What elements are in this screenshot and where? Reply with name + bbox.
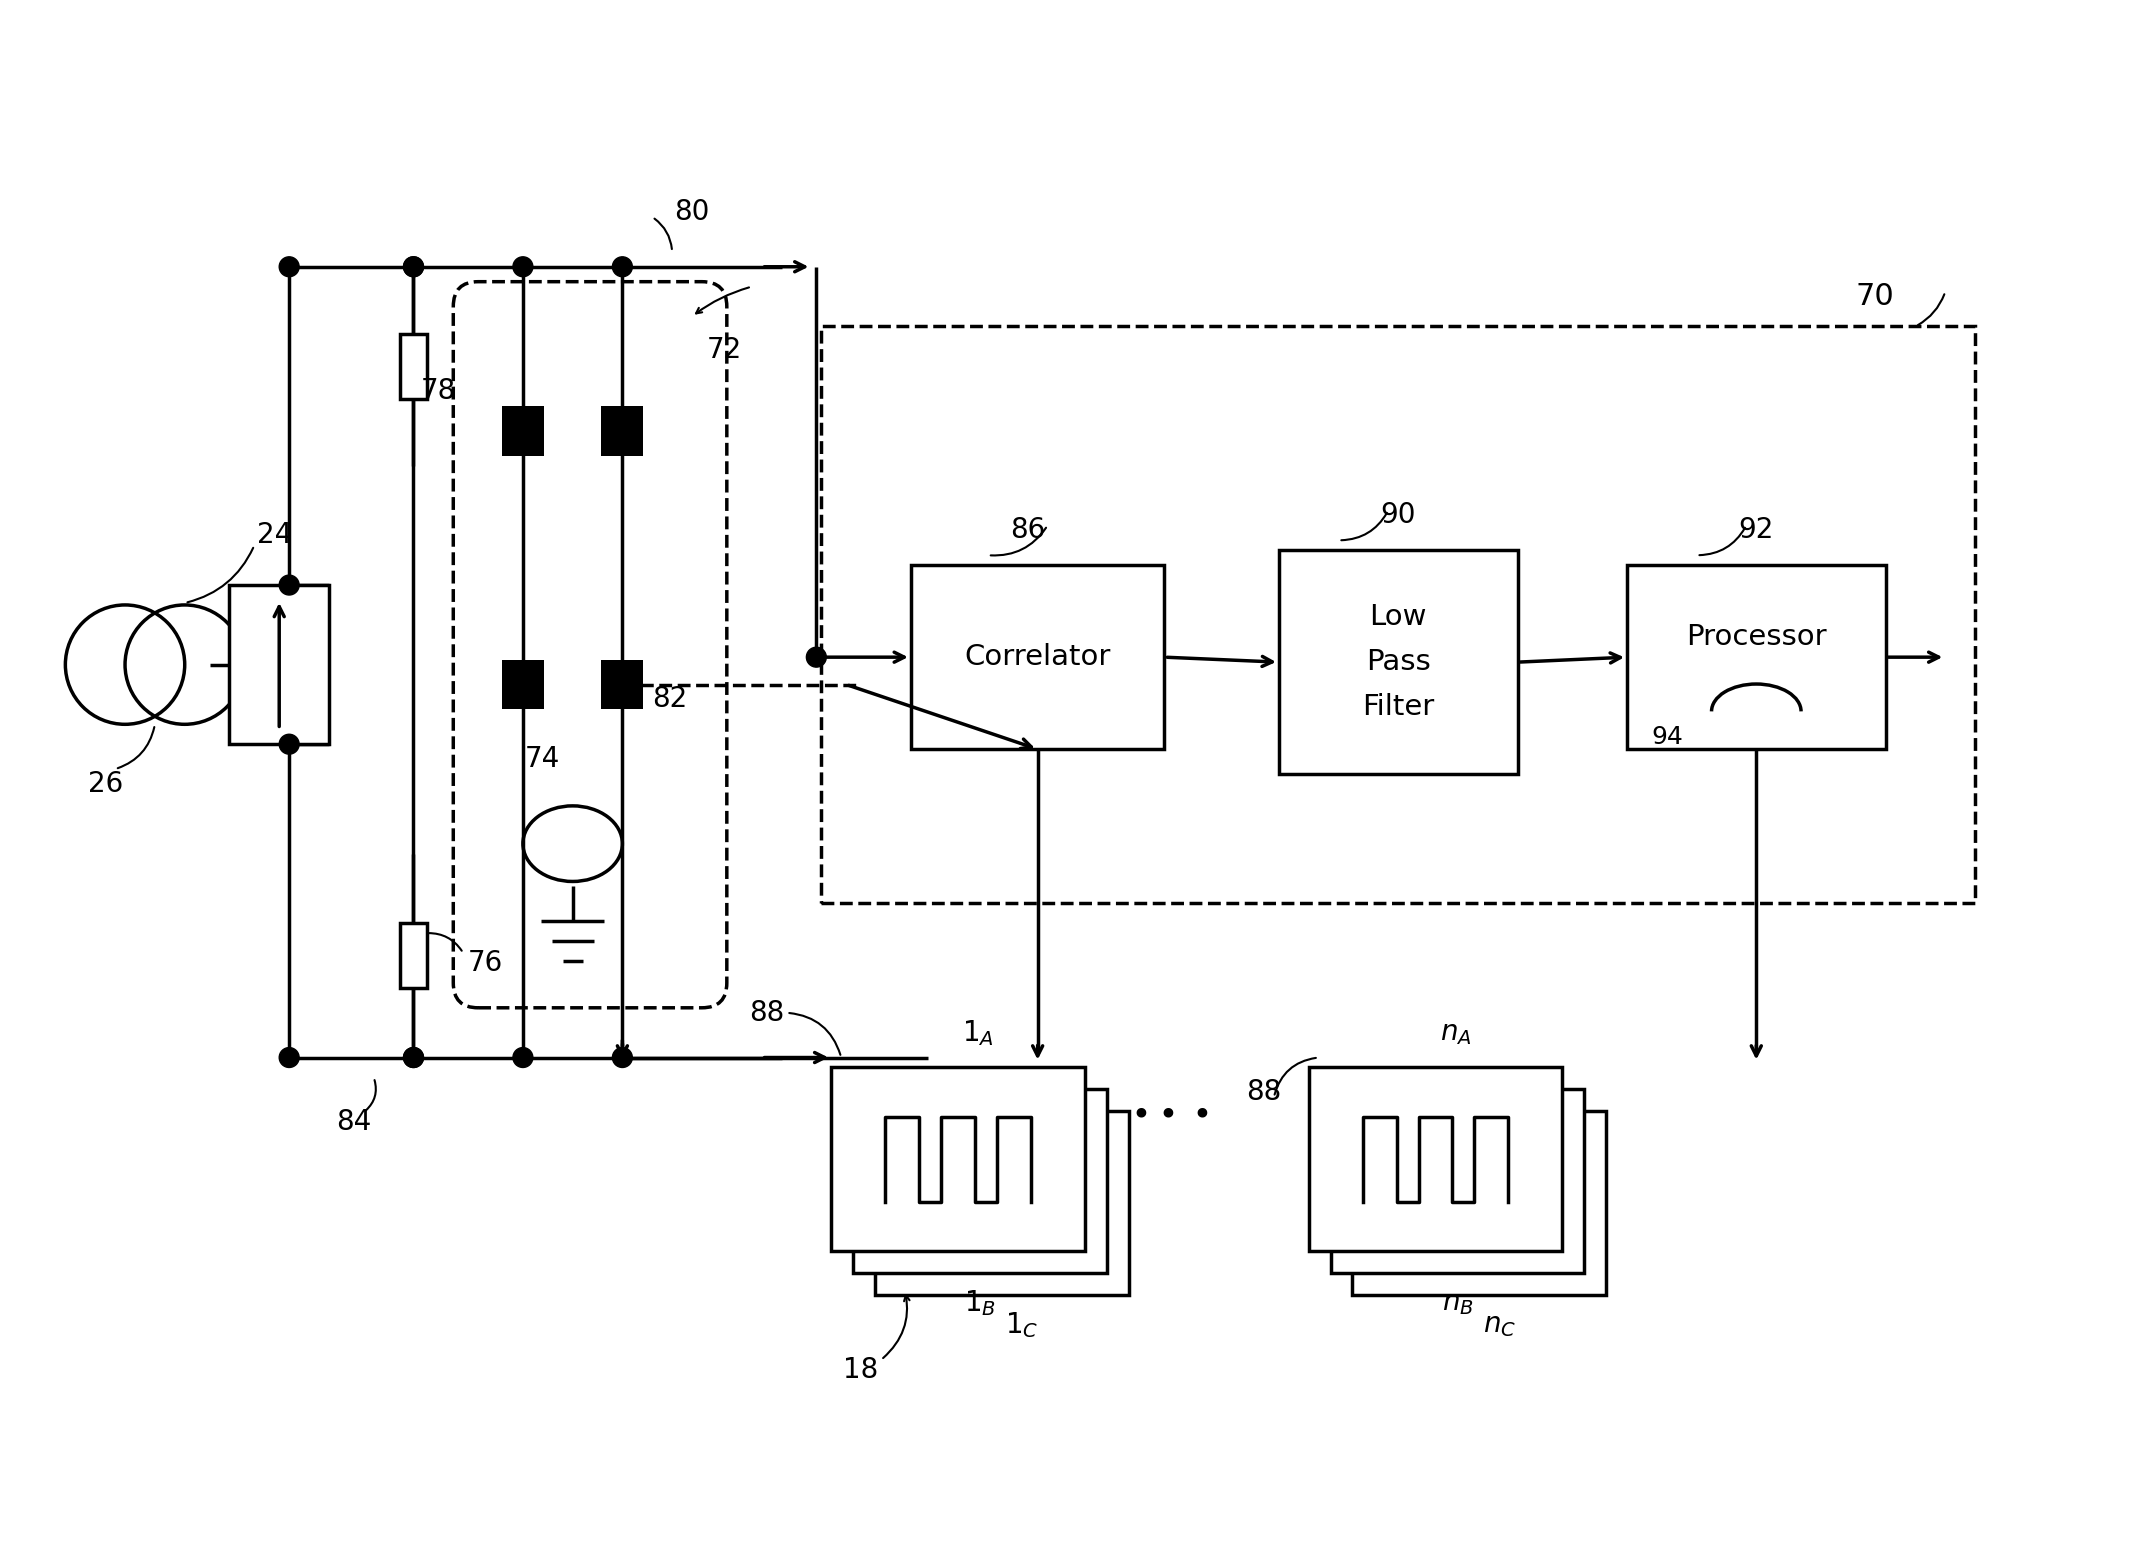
Text: 78: 78 bbox=[420, 377, 456, 405]
Circle shape bbox=[279, 734, 298, 754]
FancyBboxPatch shape bbox=[821, 327, 1974, 904]
Text: 76: 76 bbox=[469, 949, 503, 978]
Circle shape bbox=[279, 256, 298, 277]
Circle shape bbox=[514, 256, 533, 277]
Text: 90: 90 bbox=[1382, 502, 1416, 530]
Bar bbox=[501, 660, 544, 710]
Text: 94: 94 bbox=[1652, 726, 1684, 749]
Text: 80: 80 bbox=[674, 199, 710, 227]
Circle shape bbox=[403, 256, 424, 277]
Bar bbox=[501, 407, 544, 455]
Bar bbox=[1309, 1068, 1563, 1251]
Text: 24: 24 bbox=[256, 521, 292, 549]
Circle shape bbox=[403, 1048, 424, 1068]
Bar bbox=[399, 333, 426, 399]
Bar bbox=[230, 585, 328, 744]
Text: Pass: Pass bbox=[1367, 647, 1431, 676]
Ellipse shape bbox=[546, 824, 599, 863]
Text: $n_B$: $n_B$ bbox=[1441, 1289, 1473, 1317]
Text: 74: 74 bbox=[524, 744, 561, 773]
Circle shape bbox=[279, 1048, 298, 1068]
Text: 86: 86 bbox=[1011, 516, 1045, 544]
FancyBboxPatch shape bbox=[454, 282, 727, 1007]
Circle shape bbox=[279, 576, 298, 594]
Text: $1_B$: $1_B$ bbox=[964, 1289, 996, 1318]
Text: $n_A$: $n_A$ bbox=[1439, 1018, 1471, 1046]
Bar bbox=[1279, 551, 1518, 774]
Circle shape bbox=[612, 1048, 633, 1068]
Text: $1_A$: $1_A$ bbox=[962, 1018, 994, 1048]
Bar bbox=[831, 1068, 1085, 1251]
Bar bbox=[1352, 1112, 1605, 1295]
Text: Correlator: Correlator bbox=[964, 643, 1111, 671]
Text: Filter: Filter bbox=[1362, 693, 1435, 721]
Text: Low: Low bbox=[1369, 604, 1426, 632]
Text: 82: 82 bbox=[652, 685, 687, 713]
Circle shape bbox=[403, 256, 424, 277]
Circle shape bbox=[612, 256, 633, 277]
Bar bbox=[601, 660, 644, 710]
Circle shape bbox=[514, 1048, 533, 1068]
Bar bbox=[1627, 565, 1885, 749]
Text: $\bullet\bullet\bullet$: $\bullet\bullet\bullet$ bbox=[1130, 1096, 1209, 1129]
Text: 26: 26 bbox=[87, 769, 124, 798]
Bar bbox=[853, 1090, 1107, 1273]
Bar bbox=[601, 407, 644, 455]
Bar bbox=[1330, 1090, 1584, 1273]
Bar bbox=[399, 923, 426, 988]
Text: 92: 92 bbox=[1738, 516, 1774, 544]
Text: 88: 88 bbox=[748, 999, 785, 1026]
Text: 70: 70 bbox=[1855, 282, 1895, 311]
Text: 18: 18 bbox=[844, 1356, 878, 1384]
Circle shape bbox=[806, 647, 827, 668]
Bar bbox=[910, 565, 1164, 749]
Text: 72: 72 bbox=[708, 336, 742, 364]
Text: Processor: Processor bbox=[1686, 624, 1827, 651]
Text: 88: 88 bbox=[1247, 1078, 1281, 1106]
Text: $n_C$: $n_C$ bbox=[1482, 1311, 1516, 1339]
Bar bbox=[874, 1112, 1128, 1295]
Text: 84: 84 bbox=[337, 1109, 371, 1135]
Text: $1_C$: $1_C$ bbox=[1004, 1311, 1038, 1340]
Circle shape bbox=[403, 1048, 424, 1068]
